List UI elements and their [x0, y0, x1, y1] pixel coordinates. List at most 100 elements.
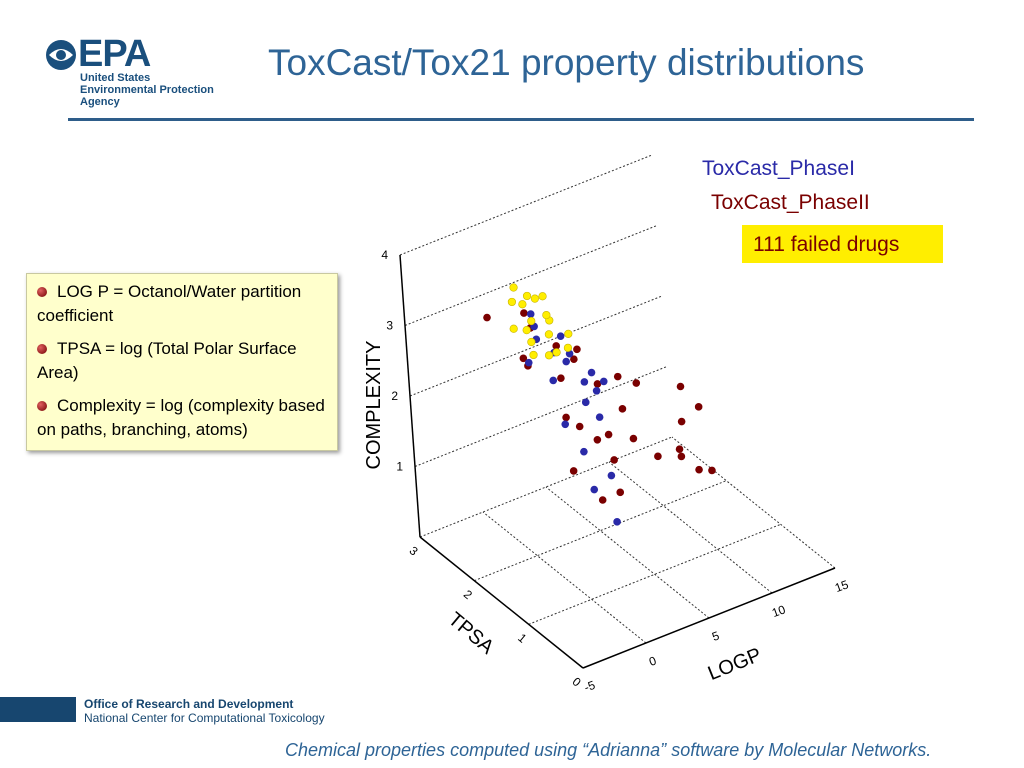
z-tick-label: 2 [391, 389, 398, 403]
point [654, 452, 662, 461]
point [675, 445, 684, 454]
point [677, 417, 686, 426]
grid-line [409, 295, 663, 397]
z-tick-label: 1 [396, 460, 403, 474]
point [529, 350, 538, 360]
grid-line [528, 523, 781, 625]
point [538, 292, 547, 301]
grid-line [419, 436, 673, 538]
point [587, 368, 596, 377]
y-axis [419, 536, 584, 669]
footer-office: Office of Research and Development [84, 697, 294, 711]
point [557, 374, 565, 382]
footer-center: National Center for Computational Toxico… [84, 711, 325, 725]
point [593, 435, 602, 444]
point [518, 300, 527, 309]
point [604, 430, 613, 439]
point [694, 403, 703, 411]
point [552, 348, 561, 357]
point [595, 413, 604, 421]
chart: -505101501231234LOGPTPSACOMPLEXITYToxCas… [363, 154, 943, 695]
point [613, 518, 621, 526]
point [483, 313, 491, 322]
grid-line [399, 154, 653, 256]
point [632, 379, 641, 387]
point [552, 342, 560, 350]
point [562, 413, 570, 422]
point [581, 398, 590, 407]
point [507, 297, 517, 307]
grid-line [414, 366, 668, 467]
z-tick-label: 4 [381, 248, 388, 262]
agency-line: United States [80, 72, 151, 84]
point [522, 291, 532, 301]
grid-line [404, 225, 658, 326]
point [598, 496, 607, 504]
point [519, 354, 528, 363]
x-tick-label: -5 [582, 678, 597, 695]
point [542, 310, 551, 320]
point [593, 380, 602, 388]
point [570, 355, 578, 364]
z-tick-label: 3 [386, 319, 393, 333]
note-text: TPSA = log (Total Polar Surface Area) [37, 339, 297, 382]
point [677, 452, 686, 461]
grid-line [474, 480, 727, 582]
point [599, 377, 608, 386]
point [607, 471, 616, 480]
point [708, 466, 716, 475]
note: LOG P = Octanol/Water partition coeffici… [37, 280, 331, 328]
point [509, 283, 518, 292]
x-tick-label: 15 [833, 577, 851, 595]
y-axis-title: TPSA [444, 608, 499, 659]
point [618, 405, 627, 413]
point [526, 310, 535, 318]
point [592, 387, 601, 395]
note-text: Complexity = log (complexity based on pa… [37, 396, 325, 439]
note: Complexity = log (complexity based on pa… [37, 394, 331, 442]
footer-bar [0, 697, 76, 722]
point [527, 337, 536, 347]
y-tick-label: 3 [407, 543, 421, 558]
point [520, 309, 528, 317]
legend-box [742, 225, 943, 263]
point [610, 456, 618, 464]
y-tick-label: 1 [515, 631, 529, 646]
agency-line: Environmental Protection [80, 84, 214, 96]
z-axis-title: COMPLEXITY [363, 341, 385, 470]
notes-box: LOG P = Octanol/Water partition coeffici… [26, 273, 338, 451]
grid-line [608, 461, 773, 594]
x-axis-title: LOGP [705, 644, 765, 685]
legend-label: ToxCast_PhaseII [711, 191, 870, 214]
point [676, 382, 685, 391]
x-axis [582, 567, 836, 669]
z-axis [399, 254, 421, 538]
agency-line: Agency [80, 96, 120, 108]
note-text: LOG P = Octanol/Water partition coeffici… [37, 282, 302, 325]
point [573, 345, 581, 354]
point [524, 358, 533, 367]
legend-label: 111 failed drugs [753, 233, 899, 256]
point [530, 294, 539, 303]
legend-label: ToxCast_PhaseI [702, 157, 855, 180]
grid-line [671, 436, 836, 569]
point [564, 329, 573, 339]
point [629, 434, 638, 443]
y-tick-label: 2 [461, 587, 475, 602]
logo-text: EPA [78, 33, 151, 75]
point [580, 447, 588, 456]
grid-line [482, 511, 647, 644]
point [569, 467, 578, 475]
note: TPSA = log (Total Polar Surface Area) [37, 337, 331, 385]
point [562, 357, 570, 366]
grid-line [545, 486, 710, 619]
point [527, 316, 536, 326]
point [563, 343, 573, 352]
slide-title: ToxCast/Tox21 property distributions [268, 42, 865, 83]
point [522, 326, 531, 335]
point [556, 332, 565, 341]
x-tick-label: 10 [770, 602, 788, 620]
logo-icon [46, 40, 76, 70]
point [561, 420, 570, 429]
x-tick-label: 5 [710, 628, 721, 644]
